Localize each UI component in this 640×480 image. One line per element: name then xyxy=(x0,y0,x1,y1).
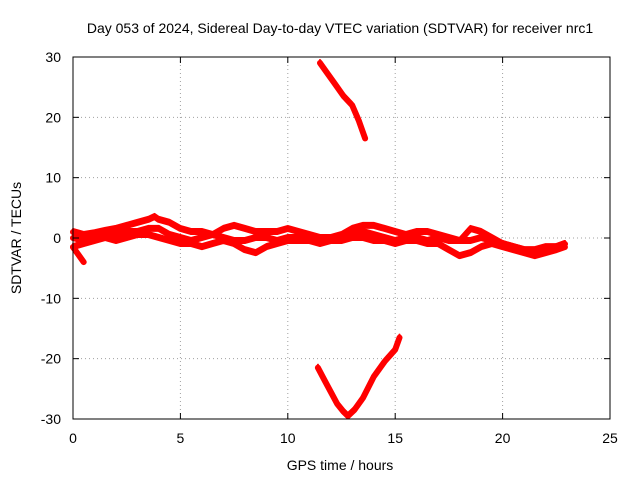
y-tick-label: -30 xyxy=(41,411,61,427)
y-tick-label: -20 xyxy=(41,351,61,367)
series-upper-spike-edge xyxy=(319,59,367,137)
series-main-band-lower xyxy=(70,232,568,260)
x-tick-label: 10 xyxy=(280,430,296,446)
y-tick-label: 30 xyxy=(45,49,61,65)
tick-marks xyxy=(72,56,611,420)
x-tick-label: 5 xyxy=(177,430,185,446)
y-tick-label: 20 xyxy=(45,109,61,125)
x-tick-label: 0 xyxy=(69,430,77,446)
series-lower-dip xyxy=(314,334,403,419)
y-tick-label: 10 xyxy=(45,170,61,186)
series-main-band-mid-edge xyxy=(72,224,566,249)
y-axis-label: SDTVAR / TECUs xyxy=(8,182,24,294)
series-main-band-lower-edge xyxy=(72,231,566,255)
series-layer xyxy=(70,59,568,419)
x-tick-label: 15 xyxy=(387,430,403,446)
x-tick-label: 25 xyxy=(602,430,618,446)
x-tick-label: 20 xyxy=(495,430,511,446)
series-main-band-upper-edge xyxy=(72,212,566,252)
y-tick-label: 0 xyxy=(53,230,61,246)
tick-labels: 0 5 10 15 20 25 -30 -20 -10 0 10 20 30 xyxy=(41,49,618,446)
series-start-dip-edge xyxy=(72,243,85,261)
x-axis-label: GPS time / hours xyxy=(287,457,394,473)
series-start-dip xyxy=(70,244,87,266)
series-lower-dip-edge xyxy=(316,333,401,414)
series-upper-spike xyxy=(317,60,369,142)
chart-title: Day 053 of 2024, Sidereal Day-to-day VTE… xyxy=(87,20,593,36)
y-tick-label: -10 xyxy=(41,290,61,306)
